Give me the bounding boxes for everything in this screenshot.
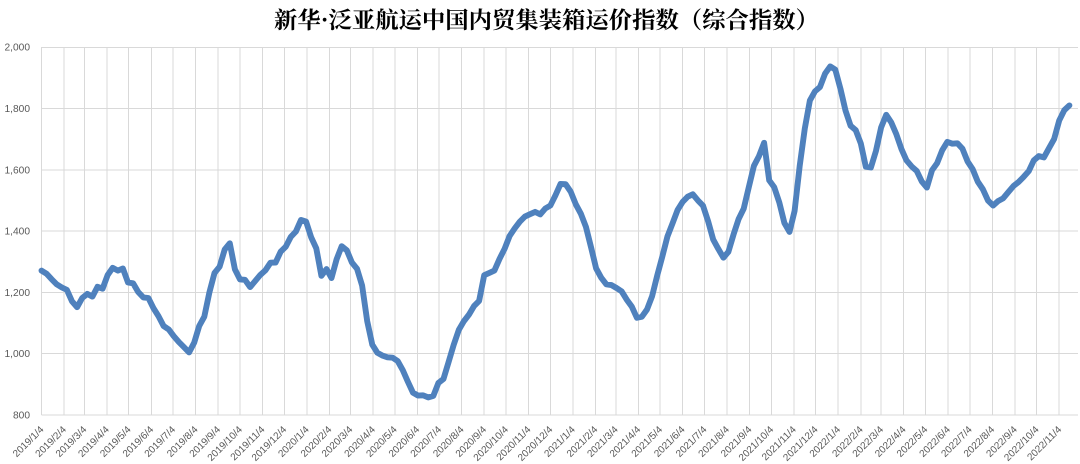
svg-text:1,400: 1,400 bbox=[5, 227, 31, 238]
svg-text:1,000: 1,000 bbox=[5, 349, 31, 360]
svg-text:1,600: 1,600 bbox=[5, 165, 31, 176]
svg-text:1,800: 1,800 bbox=[5, 104, 31, 115]
svg-text:1,200: 1,200 bbox=[5, 288, 31, 299]
svg-text:800: 800 bbox=[13, 410, 30, 421]
svg-text:2,000: 2,000 bbox=[5, 43, 31, 54]
